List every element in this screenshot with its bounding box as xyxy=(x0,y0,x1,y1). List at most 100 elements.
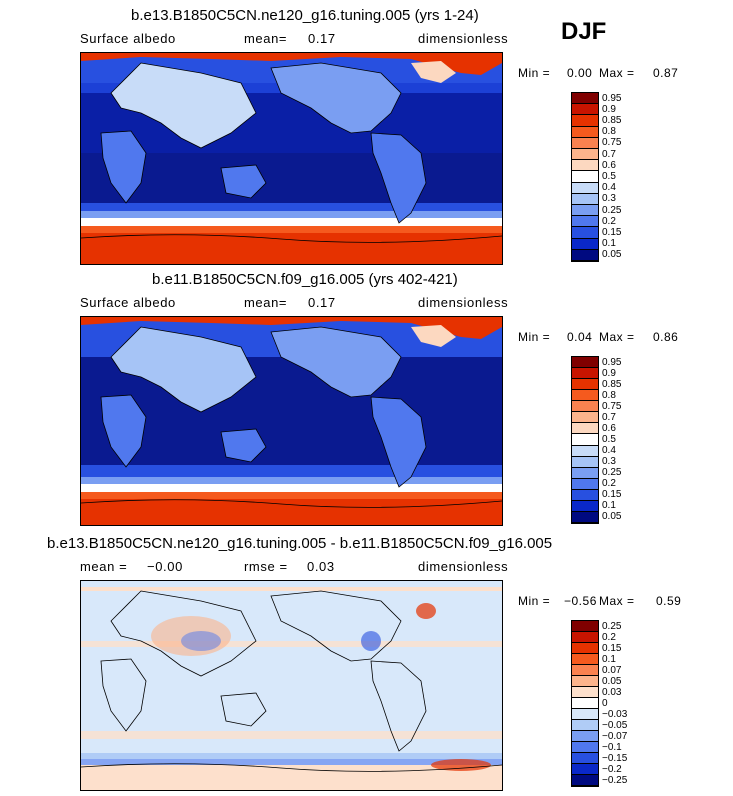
colorbar-label: 0.05 xyxy=(602,511,622,523)
colorbar-label: 0.3 xyxy=(602,193,616,205)
colorbar-label: 0.03 xyxy=(602,686,622,698)
panel-1-map-svg xyxy=(81,53,502,264)
panel-2-max-value: 0.86 xyxy=(653,330,679,344)
colorbar-label: −0.07 xyxy=(602,730,628,742)
colorbar-segment xyxy=(572,401,598,413)
colorbar-segment xyxy=(572,632,598,643)
colorbar-label: 0.8 xyxy=(602,389,616,401)
colorbar-segment xyxy=(572,654,598,665)
colorbar-label: 0.07 xyxy=(602,664,622,676)
colorbar-label: −0.15 xyxy=(602,752,628,764)
colorbar-label: 0 xyxy=(602,697,608,709)
panel-2-mean-value: 0.17 xyxy=(308,295,336,310)
colorbar-segment xyxy=(572,390,598,402)
colorbar-segment xyxy=(572,368,598,380)
panel-2-min-label: Min = xyxy=(518,330,551,344)
colorbar-segment xyxy=(572,687,598,698)
colorbar-label: 0.2 xyxy=(602,215,616,227)
panel-3-min-value: −0.56 xyxy=(564,594,597,608)
colorbar-segment xyxy=(572,193,598,205)
colorbar-label: 0.1 xyxy=(602,238,616,250)
colorbar-segment xyxy=(572,511,598,523)
colorbar-label: 0.7 xyxy=(602,411,616,423)
panel-1-units: dimensionless xyxy=(418,31,509,46)
colorbar-segment xyxy=(572,489,598,501)
panel-1-mean-value: 0.17 xyxy=(308,31,336,46)
colorbar-label: −0.03 xyxy=(602,708,628,720)
colorbar-segment xyxy=(572,171,598,183)
panel-3-mean-label: mean = xyxy=(80,559,128,574)
colorbar-label: 0.75 xyxy=(602,400,622,412)
colorbar-segment xyxy=(572,412,598,424)
colorbar-segment xyxy=(572,126,598,138)
colorbar-label: 0.85 xyxy=(602,115,622,126)
colorbar-label: 0.7 xyxy=(602,148,616,160)
colorbar-label: 0.95 xyxy=(602,356,622,368)
panel-2-units: dimensionless xyxy=(418,295,509,310)
panel-2-mean-label: mean= xyxy=(244,295,288,310)
colorbar-segment xyxy=(572,775,598,786)
colorbar-segment xyxy=(572,742,598,753)
colorbar-segment xyxy=(572,764,598,775)
colorbar-label: 0.95 xyxy=(602,92,622,104)
panel-3-title: b.e13.B1850C5CN.ne120_g16.tuning.005 - b… xyxy=(47,535,553,552)
panel-3-colorbar: 0.25 0.2 0.15 0.1 0.07 0.05 0.03 0 −0.03 −0.05 −0.… xyxy=(571,620,627,787)
colorbar-segment xyxy=(572,249,598,261)
panel-2-min-value: 0.04 xyxy=(567,330,593,344)
colorbar-label: 0.75 xyxy=(602,137,622,149)
colorbar-label: 0.15 xyxy=(602,489,622,501)
colorbar-label: 0.15 xyxy=(602,227,622,238)
colorbar-label: 0.3 xyxy=(602,456,616,468)
colorbar-label: 0.25 xyxy=(602,620,622,632)
panel-3-map xyxy=(80,580,503,791)
colorbar-label: 0.05 xyxy=(602,249,622,261)
colorbar-segment xyxy=(572,379,598,391)
colorbar-segment xyxy=(572,93,598,105)
panel-3-units: dimensionless xyxy=(418,559,509,574)
colorbar-segment xyxy=(572,621,598,632)
panel-2-map-svg xyxy=(81,317,502,525)
colorbar-segment xyxy=(572,500,598,512)
panel-2-title: b.e11.B1850C5CN.f09_g16.005 (yrs 402-421… xyxy=(152,271,458,288)
panel-1-field: Surface albedo xyxy=(80,31,176,46)
colorbar-label: 0.05 xyxy=(602,675,622,687)
colorbar-segment xyxy=(572,423,598,435)
colorbar-label: −0.1 xyxy=(602,741,622,753)
panel-1-min-label: Min = xyxy=(518,66,551,80)
season-label: DJF xyxy=(561,18,607,45)
colorbar-segment xyxy=(572,731,598,742)
colorbar-label: 0.9 xyxy=(602,103,616,115)
colorbar-segment xyxy=(572,643,598,654)
colorbar-label: 0.25 xyxy=(602,467,622,479)
panel-1-colorbar: 0.95 0.9 0.85 0.8 0.75 0.7 0.6 0.5 0.4 0.3 0.25 0.2… xyxy=(571,92,621,262)
panel-3-max-value: 0.59 xyxy=(656,594,682,608)
colorbar-label: 0.25 xyxy=(602,204,622,216)
colorbar-segment xyxy=(572,665,598,676)
colorbar-segment xyxy=(572,205,598,217)
panel-1-min-value: 0.00 xyxy=(567,66,593,80)
colorbar-segment xyxy=(572,445,598,457)
colorbar-segment xyxy=(572,160,598,172)
colorbar-label: 0.85 xyxy=(602,378,622,390)
colorbar-label: 0.15 xyxy=(602,642,622,654)
panel-3-mean-value: −0.00 xyxy=(147,559,183,574)
colorbar-label: 0.1 xyxy=(602,653,616,665)
colorbar-segment xyxy=(572,478,598,490)
colorbar-segment xyxy=(572,238,598,250)
colorbar-segment xyxy=(572,434,598,446)
panel-2-map xyxy=(80,316,503,526)
colorbar-label: 0.5 xyxy=(602,434,616,445)
colorbar-segment xyxy=(572,753,598,764)
colorbar-label: −0.25 xyxy=(602,774,628,786)
panel-1-max-value: 0.87 xyxy=(653,66,679,80)
colorbar-label: 0.6 xyxy=(602,159,616,171)
colorbar-label: 0.4 xyxy=(602,182,616,194)
panel-1-map xyxy=(80,52,503,265)
colorbar-segment xyxy=(572,456,598,468)
colorbar-segment xyxy=(572,676,598,687)
colorbar-label: 0.1 xyxy=(602,500,616,512)
panel-3-min-label: Min = xyxy=(518,594,551,608)
colorbar-segment xyxy=(572,137,598,149)
colorbar-label: 0.4 xyxy=(602,445,616,457)
panel-1-title: b.e13.B1850C5CN.ne120_g16.tuning.005 (yr… xyxy=(131,7,479,24)
